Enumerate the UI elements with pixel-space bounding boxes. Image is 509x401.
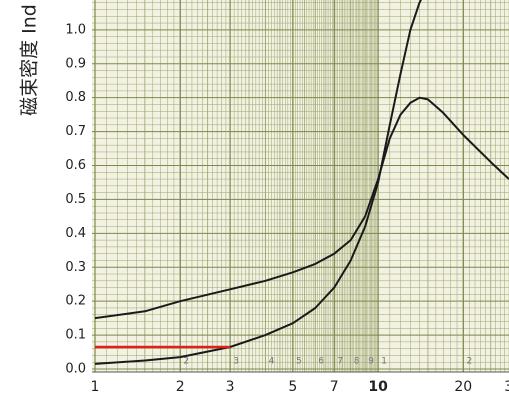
y-tick-label: 0.1 <box>65 328 86 343</box>
x-tick-label: 30 <box>504 379 509 395</box>
x-tick-label: 1 <box>91 379 100 395</box>
x-tick-label: 3 <box>226 379 235 395</box>
y-axis-label: 磁束密度 Ind <box>19 4 41 116</box>
y-tick-label: 0.9 <box>65 56 86 71</box>
minor-tick-label: 4 <box>269 357 275 367</box>
y-tick-label: 1.0 <box>65 22 86 37</box>
x-tick-label: 5 <box>288 379 297 395</box>
line <box>94 96 509 320</box>
minor-tick-label: 2 <box>466 357 472 367</box>
y-tick-label: 0.3 <box>65 260 86 275</box>
y-tick-label: 0.7 <box>65 124 86 139</box>
minor-tick-label: 7 <box>337 357 343 367</box>
x-tick-label: 10 <box>368 379 388 395</box>
x-tick-label: 2 <box>176 379 185 395</box>
minor-tick-label: 3 <box>233 357 239 367</box>
minor-tick-label: 2 <box>183 357 189 367</box>
minor-tick-label: 1 <box>381 357 387 367</box>
minor-tick-label: 9 <box>368 357 374 367</box>
y-tick-label: 0.0 <box>65 362 86 377</box>
x-tick-label: 20 <box>454 379 472 395</box>
line <box>94 0 422 365</box>
x-tick-label: 7 <box>330 379 339 395</box>
y-tick-label: 0.6 <box>65 158 86 173</box>
y-tick-label: 0.8 <box>65 90 86 105</box>
y-tick-label: 0.5 <box>65 192 86 207</box>
series-group <box>94 0 509 365</box>
y-tick-label: 0.2 <box>65 294 86 309</box>
minor-tick-label: 8 <box>354 357 360 367</box>
minor-tick-label: 6 <box>318 357 324 367</box>
minor-tick-label: 5 <box>296 357 302 367</box>
y-tick-label: 0.4 <box>65 226 86 241</box>
